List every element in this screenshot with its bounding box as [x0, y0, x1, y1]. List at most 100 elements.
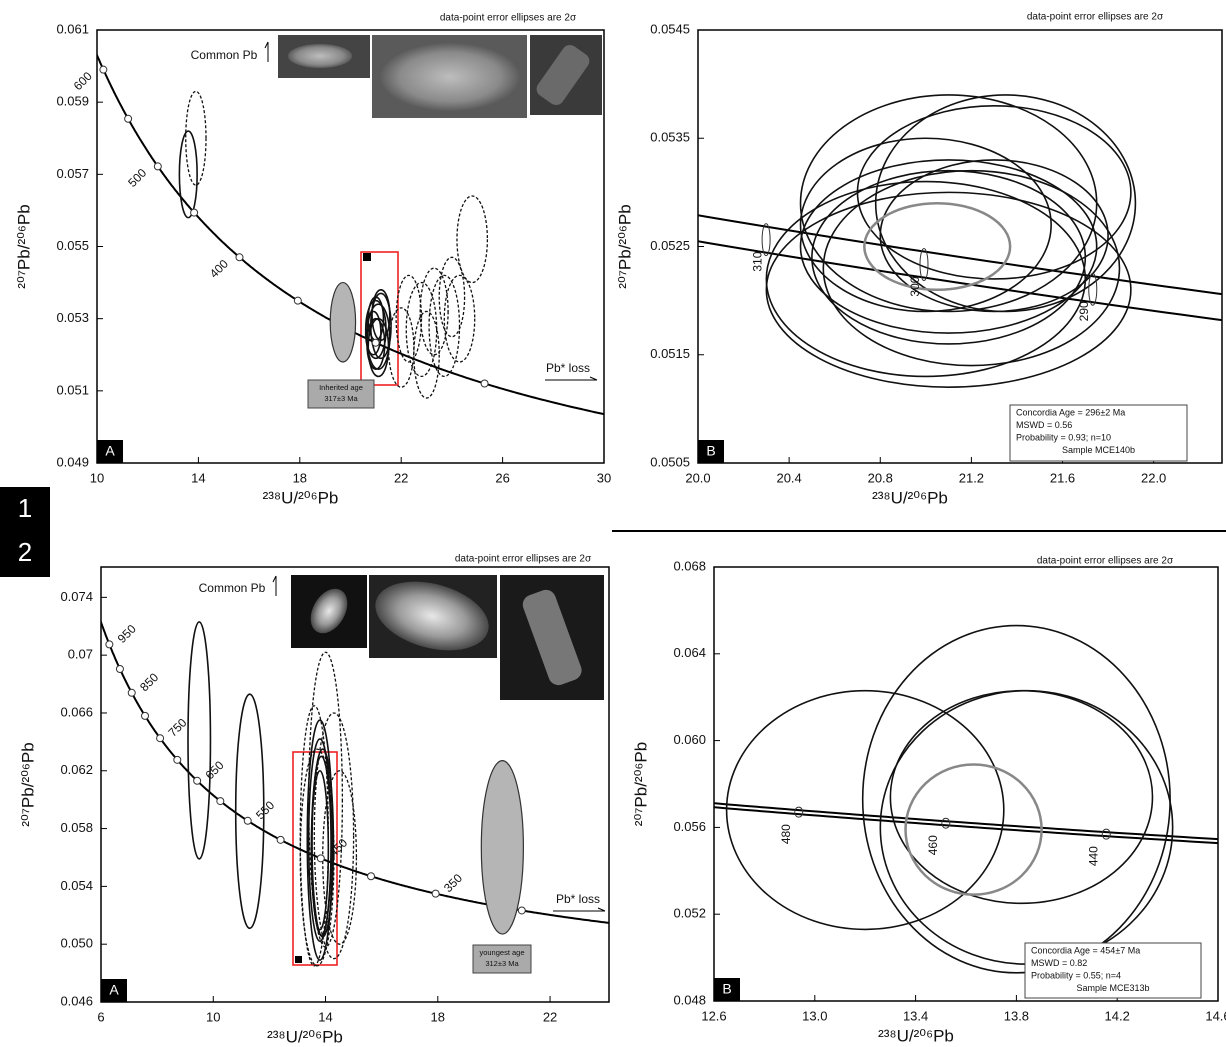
lead-loss-arrow: [553, 907, 606, 912]
age-label: 450: [326, 836, 350, 860]
y-tick-label: 0.0525: [650, 238, 690, 253]
legend-text: Sample MCE140b: [1062, 445, 1135, 455]
plot-area: [101, 619, 609, 967]
y-tick-label: 0.051: [56, 382, 89, 397]
age-marker: [316, 854, 325, 863]
age-marker: [124, 114, 133, 123]
x-axis-title: ²³⁸U/²⁰⁶Pb: [878, 1026, 954, 1045]
error-ellipse: [799, 159, 1098, 334]
y-tick-label: 0.058: [60, 820, 93, 835]
lead-loss-label: Pb* loss: [556, 892, 600, 906]
age-marker: [127, 688, 136, 697]
concordia-curve: [101, 619, 609, 924]
error-ellipse: [419, 267, 449, 356]
y-tick-label: 0.046: [60, 993, 93, 1008]
age-label: 350: [441, 871, 465, 895]
age-marker: [1101, 828, 1111, 840]
age-marker: [153, 162, 162, 171]
age-marker: [761, 223, 771, 257]
x-tick-label: 20.8: [868, 470, 893, 485]
selection-box: [360, 251, 399, 386]
error-ellipse: [765, 191, 1132, 389]
error-ellipse: [187, 621, 212, 860]
y-tick-label: 0.068: [673, 558, 706, 573]
age-label: 290: [1077, 301, 1091, 321]
age-label: 310: [750, 251, 764, 271]
error-ellipse: [234, 693, 265, 930]
x-tick-label: 18: [431, 1009, 445, 1024]
age-box-text: Inherited age: [319, 383, 363, 392]
y-tick-label: 0.049: [56, 454, 89, 469]
x-axis-title: ²³⁸U/²⁰⁶Pb: [872, 488, 948, 507]
age-marker: [156, 734, 165, 743]
x-tick-label: 22: [394, 470, 408, 485]
age-marker: [216, 797, 225, 806]
error-ellipse: [387, 307, 415, 388]
error-ellipse: [904, 763, 1043, 896]
y-tick-label: 0.0545: [650, 21, 690, 36]
error-ellipse: [863, 201, 1012, 292]
lead-loss-arrow: [545, 376, 598, 381]
age-box-text: 317±3 Ma: [324, 394, 358, 403]
y-tick-label: 0.059: [56, 94, 89, 109]
plot-frame: [96, 29, 605, 464]
x-tick-label: 10: [206, 1009, 220, 1024]
y-tick-label: 0.054: [60, 878, 93, 893]
age-label: 600: [71, 69, 95, 93]
concordia-curve: [714, 806, 1218, 845]
y-axis-title: ²⁰⁷Pb/²⁰⁶Pb: [615, 204, 634, 288]
x-tick-label: 18: [293, 470, 307, 485]
plot-frame: [100, 566, 610, 1003]
error-ellipse: [371, 288, 391, 342]
error-ellipse: [395, 274, 423, 363]
y-tick-label: 0.048: [673, 992, 706, 1007]
x-axis-title: ²³⁸U/²⁰⁶Pb: [263, 488, 339, 507]
legend-box: [1024, 942, 1202, 999]
y-tick-label: 0.066: [60, 704, 93, 719]
age-label: 440: [1086, 846, 1100, 866]
y-axis-title: ²⁰⁷Pb/²⁰⁶Pb: [18, 742, 37, 826]
panel-letter: A: [105, 443, 115, 459]
legend-box: [1009, 404, 1188, 462]
x-tick-label: 6: [97, 1009, 104, 1024]
age-label: 850: [137, 670, 161, 694]
x-tick-label: 20.4: [776, 470, 801, 485]
x-tick-label: 12.6: [701, 1008, 726, 1023]
legend-text: MSWD = 0.56: [1016, 420, 1072, 430]
x-tick-label: 20.0: [685, 470, 710, 485]
age-marker: [193, 776, 202, 785]
error-ellipse: [438, 256, 466, 338]
y-tick-label: 0.0505: [650, 454, 690, 469]
error-ellipse: [799, 137, 1052, 313]
age-marker: [276, 835, 285, 844]
concordia-curve: [714, 802, 1218, 841]
x-tick-label: 14.2: [1105, 1008, 1130, 1023]
y-tick-label: 0.064: [673, 645, 706, 660]
panel-letter-box: [101, 979, 127, 1002]
legend-text: Probability = 0.93; n=10: [1016, 432, 1111, 442]
error-ellipse: [413, 310, 440, 399]
lead-loss-label: Pb* loss: [546, 361, 590, 375]
y-tick-label: 0.050: [60, 936, 93, 951]
legend-text: Concordia Age = 296±2 Ma: [1016, 407, 1125, 417]
y-tick-label: 0.074: [60, 589, 93, 604]
y-tick-label: 0.062: [60, 762, 93, 777]
panel-letter: B: [706, 443, 715, 459]
error-ellipse: [313, 712, 355, 960]
age-marker: [173, 755, 182, 764]
age-marker: [99, 65, 108, 74]
error-ellipse: [306, 719, 334, 961]
y-tick-label: 0.0515: [650, 346, 690, 361]
legend-text: Sample MCE313b: [1076, 983, 1149, 993]
age-marker: [480, 379, 489, 388]
plot-area: [698, 94, 1222, 389]
error-ellipse: [329, 281, 357, 363]
age-marker: [794, 806, 804, 818]
age-box: [307, 379, 375, 409]
age-marker: [367, 872, 376, 881]
y-tick-label: 0.056: [673, 819, 706, 834]
age-label: 650: [203, 758, 227, 782]
plot-frame: [713, 566, 1219, 1002]
error-ellipse: [856, 104, 1132, 280]
